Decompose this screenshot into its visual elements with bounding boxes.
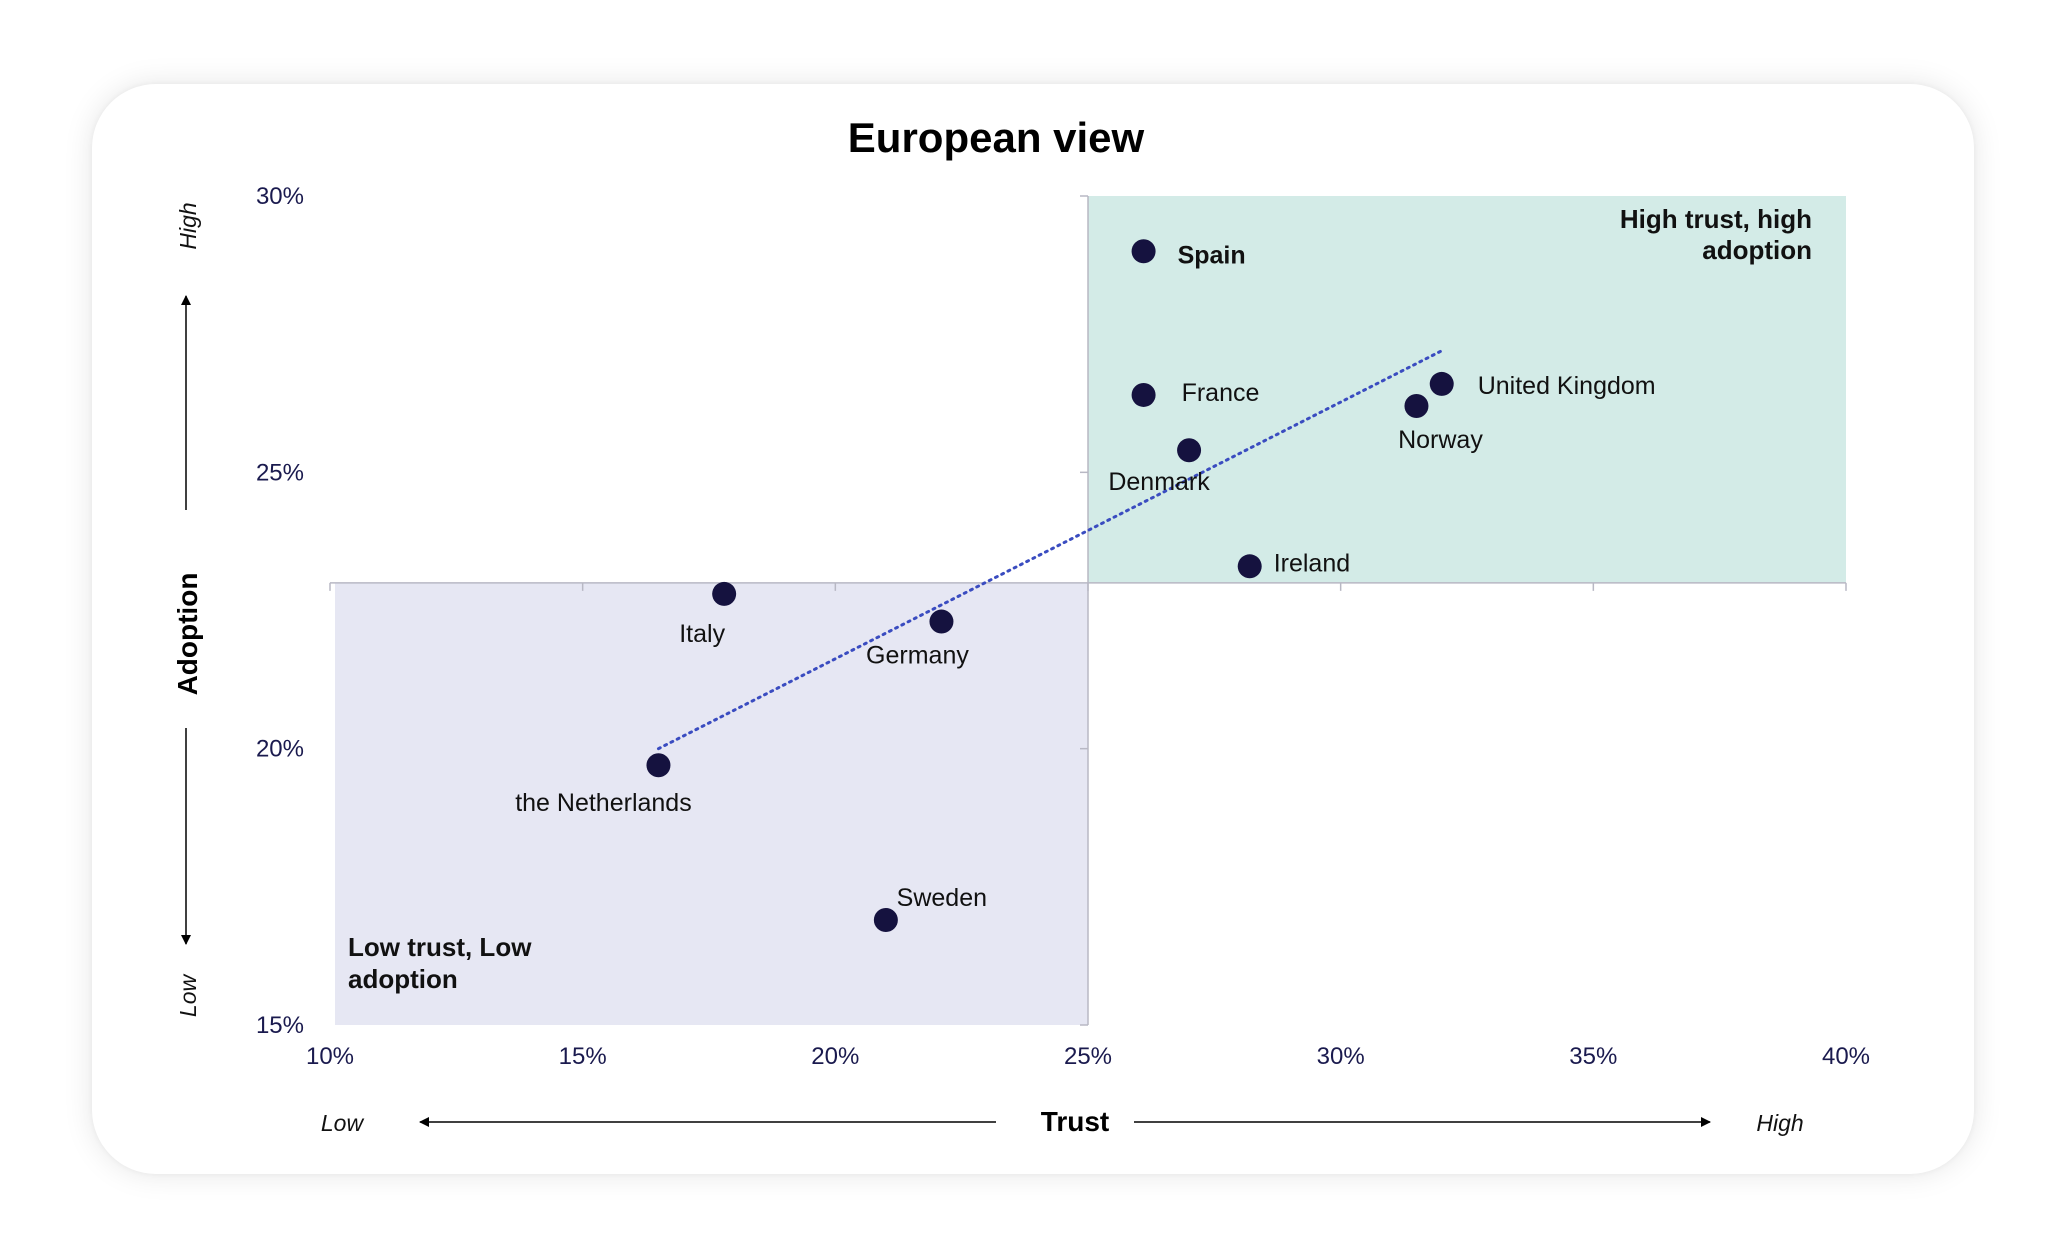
x-tick-label: 30% bbox=[1317, 1043, 1365, 1070]
point-layer bbox=[646, 239, 1454, 932]
y-tick-label: 30% bbox=[256, 183, 304, 210]
y-tick-label: 15% bbox=[256, 1012, 304, 1039]
data-point bbox=[1131, 239, 1156, 264]
data-point bbox=[646, 753, 671, 778]
data-point bbox=[1237, 554, 1262, 579]
data-point-label: Germany bbox=[866, 642, 969, 670]
quadrant-label-low-line2: adoption bbox=[348, 964, 458, 994]
chart-title: European view bbox=[848, 114, 1145, 161]
y-axis-low-label: Low bbox=[175, 974, 201, 1018]
x-axis-low-label: Low bbox=[321, 1110, 365, 1136]
y-axis-title: Adoption bbox=[172, 573, 203, 696]
data-point-label: Denmark bbox=[1108, 468, 1210, 496]
quadrant-low-trust-low-adoption bbox=[335, 582, 1088, 1025]
data-point bbox=[929, 609, 954, 634]
data-point-label: Ireland bbox=[1274, 549, 1350, 577]
data-point bbox=[1404, 394, 1429, 419]
data-point bbox=[1177, 438, 1202, 463]
data-point-label: United Kingdom bbox=[1478, 372, 1656, 400]
data-point-label: Sweden bbox=[897, 884, 987, 912]
data-point bbox=[1429, 371, 1454, 396]
data-point bbox=[873, 907, 898, 932]
data-point-label: Italy bbox=[679, 620, 725, 648]
quadrant-high-trust-high-adoption bbox=[1088, 196, 1846, 583]
axis-layer: 10% 15% 20% 25% 30% 35% 40%15%20%25%30% bbox=[256, 183, 1870, 1070]
data-point-label: Spain bbox=[1178, 241, 1246, 269]
quadrant-label-high-line2: adoption bbox=[1702, 235, 1812, 265]
data-point bbox=[712, 581, 737, 606]
data-point bbox=[1131, 382, 1156, 407]
x-axis-title: Trust bbox=[1041, 1106, 1109, 1137]
x-tick-label: 20% bbox=[811, 1043, 859, 1070]
trendline-layer bbox=[656, 349, 1444, 751]
x-tick-label: 40% bbox=[1822, 1043, 1870, 1070]
y-tick-label: 25% bbox=[256, 459, 304, 486]
quadrant-label-low-line1: Low trust, Low bbox=[348, 932, 532, 962]
quadrant-label-high-line1: High trust, high bbox=[1620, 204, 1812, 234]
trendline bbox=[656, 349, 1444, 751]
data-point-label: France bbox=[1182, 379, 1260, 407]
x-tick-label: 15% bbox=[559, 1043, 607, 1070]
y-axis-high-label: High bbox=[175, 202, 201, 249]
data-point-label: Norway bbox=[1398, 426, 1483, 454]
x-tick-label: 25% bbox=[1064, 1043, 1112, 1070]
x-axis-high-label: High bbox=[1756, 1110, 1803, 1136]
quadrant-layer bbox=[335, 196, 1846, 1025]
data-point-label: the Netherlands bbox=[515, 789, 692, 817]
x-tick-label: 10% bbox=[306, 1043, 354, 1070]
y-tick-label: 20% bbox=[256, 736, 304, 763]
x-tick-label: 35% bbox=[1569, 1043, 1617, 1070]
